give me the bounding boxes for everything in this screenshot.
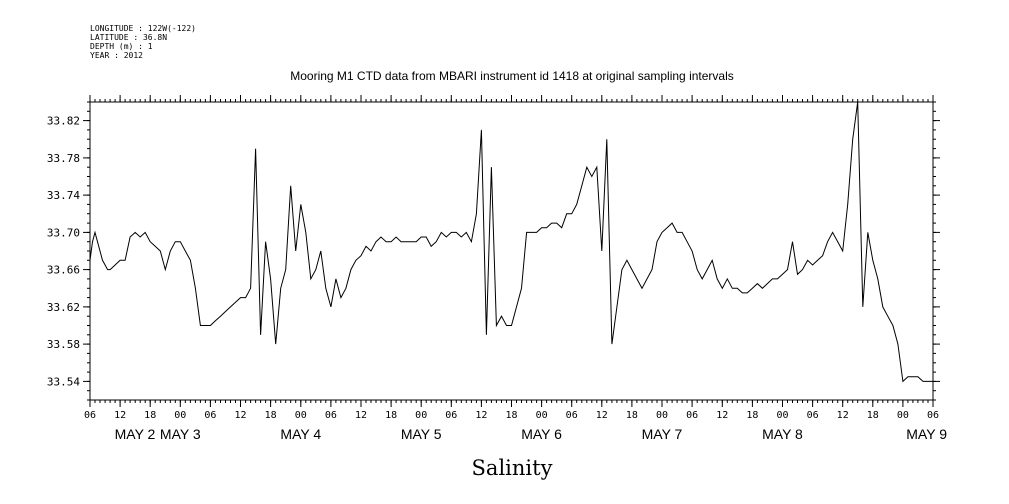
x-tick-label: 06 — [204, 410, 216, 421]
day-label: MAY 5 — [401, 426, 442, 442]
x-tick-label: 00 — [174, 410, 186, 421]
x-tick-label: 12 — [596, 410, 608, 421]
longitude-label: LONGITUDE : 122W(-122) — [90, 24, 196, 33]
y-tick-label: 33.78 — [47, 152, 80, 165]
x-tick-label: 06 — [927, 410, 939, 421]
x-tick-label: 12 — [355, 410, 367, 421]
y-tick-label: 33.58 — [47, 338, 80, 351]
depth-label: DEPTH (m) : 1 — [90, 42, 153, 51]
x-tick-label: 00 — [897, 410, 909, 421]
x-axis: 06 12 18 00 06 12 18 00 06 12 18 00 06 12 18 00 06 12 18 00… — [84, 95, 939, 421]
day-label: MAY 3 — [160, 426, 201, 442]
x-tick-label: 18 — [265, 410, 277, 421]
y-tick-label: 33.82 — [47, 115, 80, 128]
x-tick-label: 00 — [295, 410, 307, 421]
x-tick-label: 12 — [716, 410, 728, 421]
x-tick-label: 00 — [415, 410, 427, 421]
day-label: MAY 6 — [521, 426, 562, 442]
y-tick-label: 33.62 — [47, 301, 80, 314]
x-tick-label: 12 — [234, 410, 246, 421]
day-label: MAY 9 — [906, 426, 947, 442]
x-tick-label: 18 — [505, 410, 517, 421]
x-tick-label: 18 — [867, 410, 879, 421]
day-labels: MAY 2 MAY 3 MAY 4 MAY 5 MAY 6 MAY 7 MAY 8 MAY 9 — [115, 426, 948, 442]
y-tick-label: 33.66 — [47, 264, 80, 277]
day-label: MAY 4 — [280, 426, 321, 442]
x-tick-label: 06 — [445, 410, 457, 421]
x-tick-label: 18 — [626, 410, 638, 421]
x-tick-label: 12 — [837, 410, 849, 421]
x-axis-label: Salinity — [472, 456, 553, 480]
x-tick-label: 18 — [385, 410, 397, 421]
chart-title: Mooring M1 CTD data from MBARI instrumen… — [290, 69, 734, 83]
x-tick-label: 18 — [746, 410, 758, 421]
x-tick-label: 12 — [114, 410, 126, 421]
x-tick-label: 06 — [686, 410, 698, 421]
x-tick-label: 00 — [536, 410, 548, 421]
x-tick-label: 06 — [566, 410, 578, 421]
x-tick-label: 00 — [776, 410, 788, 421]
y-axis: 33.54 33.58 33.62 33.66 33.70 33.74 33.78 33.82 — [47, 115, 940, 388]
day-label: MAY 8 — [762, 426, 803, 442]
minor-ticks — [87, 99, 936, 403]
y-tick-label: 33.70 — [47, 226, 80, 239]
x-tick-label: 06 — [807, 410, 819, 421]
day-label: MAY 7 — [642, 426, 683, 442]
x-tick-label: 12 — [475, 410, 487, 421]
salinity-series-line — [89, 101, 933, 383]
year-label: YEAR : 2012 — [90, 51, 143, 60]
latitude-label: LATITUDE : 36.8N — [90, 33, 167, 42]
y-tick-label: 33.74 — [47, 189, 80, 202]
x-tick-label: 18 — [144, 410, 156, 421]
x-tick-label: 06 — [84, 410, 96, 421]
x-tick-label: 00 — [656, 410, 668, 421]
y-tick-label: 33.54 — [47, 375, 80, 388]
day-label: MAY 2 — [115, 426, 156, 442]
plot-frame — [89, 101, 934, 401]
x-tick-label: 06 — [325, 410, 337, 421]
